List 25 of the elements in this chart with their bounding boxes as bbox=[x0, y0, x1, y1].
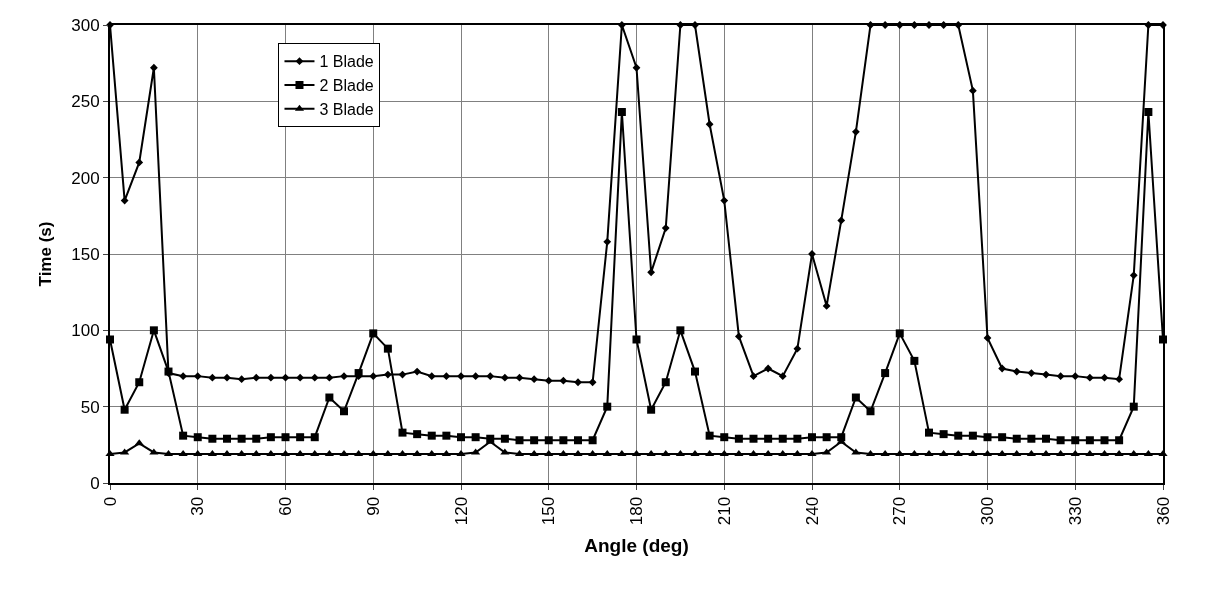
x-tick-label: 300 bbox=[978, 496, 998, 526]
x-axis-title: Angle (deg) bbox=[584, 535, 689, 557]
x-tick-label: 60 bbox=[276, 496, 296, 516]
legend-label: 2 Blade bbox=[319, 77, 374, 95]
x-tick-label: 330 bbox=[1065, 496, 1085, 526]
x-tick-label: 30 bbox=[188, 496, 208, 516]
x-tick-label: 0 bbox=[100, 496, 120, 507]
legend-label: 1 Blade bbox=[319, 53, 374, 71]
legend-label: 3 Blade bbox=[319, 101, 374, 119]
x-tick-label: 360 bbox=[1153, 496, 1173, 526]
y-axis-title: Time (s) bbox=[36, 221, 56, 287]
x-tick-label: 90 bbox=[363, 496, 383, 516]
y-tick-label: 50 bbox=[80, 397, 100, 417]
x-tick-label: 120 bbox=[451, 496, 471, 526]
x-tick-label: 210 bbox=[714, 496, 734, 526]
x-tick-label: 270 bbox=[890, 496, 910, 526]
y-tick-label: 0 bbox=[90, 473, 100, 493]
y-tick-label: 100 bbox=[71, 321, 100, 341]
y-tick-label: 250 bbox=[71, 92, 100, 112]
x-tick-label: 180 bbox=[627, 496, 647, 526]
y-tick-label: 200 bbox=[71, 168, 100, 188]
x-tick-label: 240 bbox=[802, 496, 822, 526]
x-tick-label: 150 bbox=[539, 496, 559, 526]
y-tick-label: 300 bbox=[71, 15, 100, 35]
y-tick-label: 150 bbox=[71, 244, 100, 264]
